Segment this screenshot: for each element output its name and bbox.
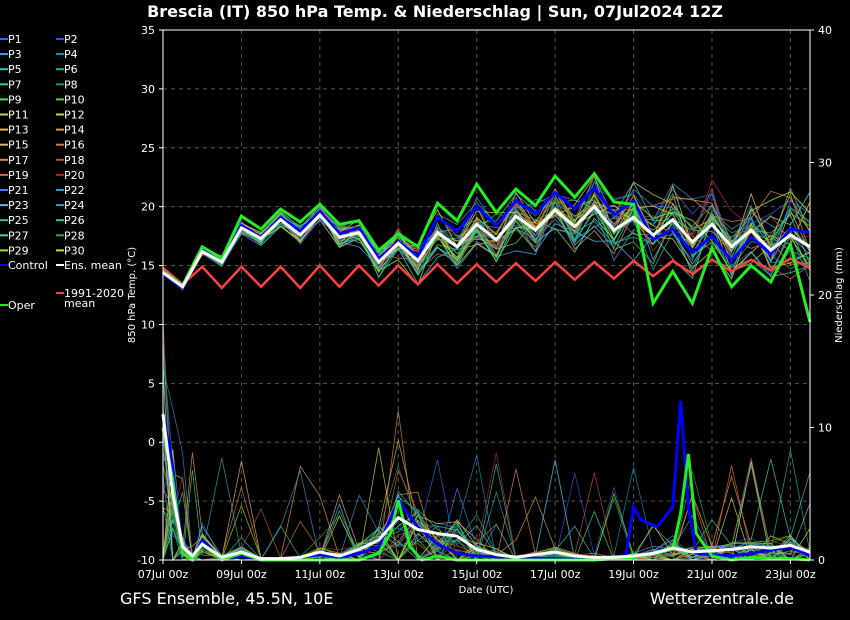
legend-label: P11 — [8, 109, 29, 122]
member-precip-line — [162, 410, 810, 561]
y-tick-label-left: 20 — [141, 201, 155, 214]
axis-ticks: -10 -5 0 5 10 15 20 25 30 35 07Jul 00z 09Jul 00z 11J… — [137, 24, 832, 581]
legend-label: P22 — [64, 184, 85, 197]
member-temp-line — [162, 193, 811, 288]
y-tick-label-right: 30 — [818, 157, 832, 170]
chart-title: Brescia (IT) 850 hPa Temp. & Niederschla… — [147, 2, 723, 22]
member-precip-line — [162, 408, 810, 561]
temp-line-oper — [162, 171, 812, 323]
legend-label: P6 — [64, 63, 78, 76]
temp-line-1991-2020-mean — [162, 257, 811, 290]
main-series — [161, 171, 812, 563]
legend-label: P8 — [64, 78, 78, 91]
y-tick-label-left: -5 — [144, 495, 155, 508]
member-precip-line — [162, 368, 810, 561]
legend-label: P14 — [64, 124, 85, 137]
y-tick-label-left: 0 — [148, 436, 155, 449]
x-axis-label: Date (UTC) — [459, 585, 514, 596]
legend-label: P18 — [64, 154, 85, 167]
legend-label: P20 — [64, 169, 85, 182]
y-tick-label-left: 15 — [141, 260, 155, 273]
legend-label-line2: mean — [64, 297, 95, 310]
legend-label: Oper — [8, 299, 35, 312]
member-precip-line — [162, 415, 811, 561]
legend-label: Control — [8, 259, 48, 272]
y-tick-label-left: 10 — [141, 318, 155, 331]
precip-line-ens-mean — [161, 414, 811, 561]
legend-label: P16 — [64, 139, 85, 152]
y-tick-label-right: 20 — [818, 289, 832, 302]
member-temp-line — [162, 198, 811, 286]
legend-label: P26 — [64, 214, 85, 227]
member-precip-line — [162, 320, 811, 561]
plot-frame — [162, 29, 811, 561]
legend-label: P17 — [8, 154, 29, 167]
legend-label: P29 — [8, 244, 29, 257]
legend-label: P7 — [8, 78, 22, 91]
y-tick-label-left: 25 — [141, 142, 155, 155]
footer-model: GFS Ensemble, 45.5N, 10E — [120, 589, 333, 608]
legend-label: P27 — [8, 229, 29, 242]
y-axis-label-right: Niederschlag (mm) — [834, 247, 845, 343]
legend-label: Ens. mean — [64, 259, 122, 272]
legend-label: P2 — [64, 33, 78, 46]
x-tick-label: 11Jul 00z — [295, 568, 346, 581]
x-tick-label: 13Jul 00z — [373, 568, 424, 581]
legend-label: P15 — [8, 139, 29, 152]
y-tick-label-right: 40 — [818, 24, 832, 37]
member-temp-line — [162, 199, 811, 288]
x-tick-label: 15Jul 00z — [451, 568, 502, 581]
x-tick-label: 23Jul 00z — [765, 568, 816, 581]
x-tick-label: 19Jul 00z — [608, 568, 659, 581]
legend-label: P25 — [8, 214, 29, 227]
legend-label: P23 — [8, 199, 29, 212]
legend-label: P21 — [8, 184, 29, 197]
legend-label: P24 — [64, 199, 85, 212]
precip-line-control — [161, 400, 811, 563]
member-temp-line — [162, 183, 811, 288]
y-tick-label-left: -10 — [137, 554, 155, 567]
member-precip-line — [162, 361, 811, 561]
member-precip-line — [162, 415, 811, 562]
legend-label: P3 — [8, 48, 22, 61]
legend: P1 P2 P3 P4 P5 P6 P7 P8 P9 P10 P11 P12 P13 P14 P15 P16 P… — [0, 33, 124, 312]
y-tick-label-left: 35 — [141, 24, 155, 37]
y-tick-label-right: 0 — [818, 554, 825, 567]
legend-label: 1991-2020 — [64, 287, 124, 300]
legend-label: P13 — [8, 124, 29, 137]
grid — [162, 29, 810, 561]
legend-label: P10 — [64, 93, 85, 106]
x-tick-label: 21Jul 00z — [687, 568, 738, 581]
temp-line-ens-mean — [162, 204, 811, 289]
member-precip-line — [162, 370, 811, 562]
legend-label: P9 — [8, 93, 22, 106]
y-tick-label-right: 10 — [818, 422, 832, 435]
legend-label: P4 — [64, 48, 78, 61]
legend-label: P5 — [8, 63, 22, 76]
legend-label: P12 — [64, 109, 85, 122]
x-tick-label: 17Jul 00z — [530, 568, 581, 581]
y-axis-label-left: 850 hPa Temp. (°C) — [127, 247, 138, 343]
legend-label: P1 — [8, 33, 22, 46]
y-tick-label-left: 5 — [148, 377, 155, 390]
y-tick-label-left: 30 — [141, 83, 155, 96]
legend-label: P28 — [64, 229, 85, 242]
x-tick-label: 09Jul 00z — [216, 568, 267, 581]
legend-label: P30 — [64, 244, 85, 257]
legend-label: P19 — [8, 169, 29, 182]
member-temp-line — [162, 180, 811, 288]
footer-source: Wetterzentrale.de — [650, 589, 794, 608]
x-tick-label: 07Jul 00z — [138, 568, 189, 581]
